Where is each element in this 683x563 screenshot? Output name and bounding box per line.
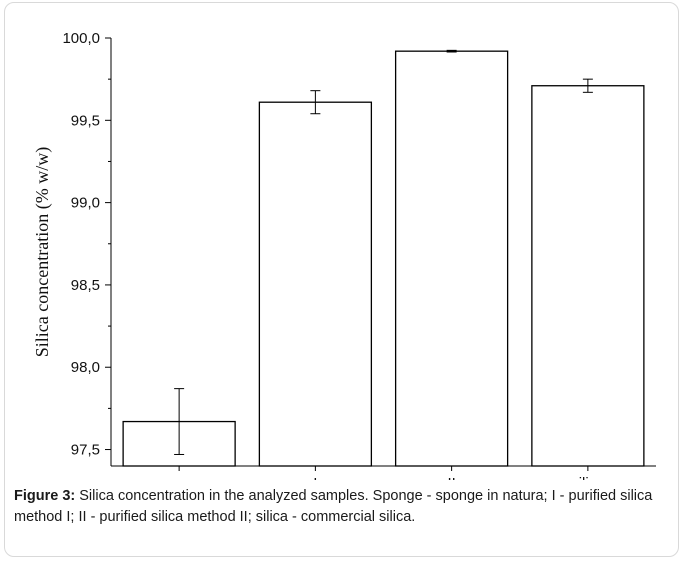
bar [394, 50, 509, 467]
y-tick-label: 98,5 [71, 277, 100, 294]
y-axis-title: Silica concentration (% w/w) [32, 147, 53, 357]
bar-chart: 97,598,098,599,099,5100,0spongeIIIsilica… [32, 30, 656, 480]
x-category-label: I [313, 475, 317, 480]
bar [531, 85, 645, 467]
y-tick-label: 99,5 [71, 112, 100, 129]
y-tick-label: 97,5 [71, 442, 100, 459]
caption-text: Silica concentration in the analyzed sam… [14, 488, 653, 525]
x-category-label: sponge [155, 475, 204, 480]
bar [258, 101, 373, 467]
figure-caption: Figure 3: Silica concentration in the an… [14, 486, 674, 528]
x-category-label: II [447, 475, 455, 480]
plot-area: 97,598,098,599,099,5100,0spongeIIIsilica… [32, 30, 656, 480]
y-tick-label: 100,0 [62, 30, 100, 47]
y-tick-label: 98,0 [71, 359, 100, 376]
caption-label: Figure 3: [14, 488, 76, 504]
x-category-label: silica [571, 475, 605, 480]
y-tick-label: 99,0 [71, 195, 100, 212]
